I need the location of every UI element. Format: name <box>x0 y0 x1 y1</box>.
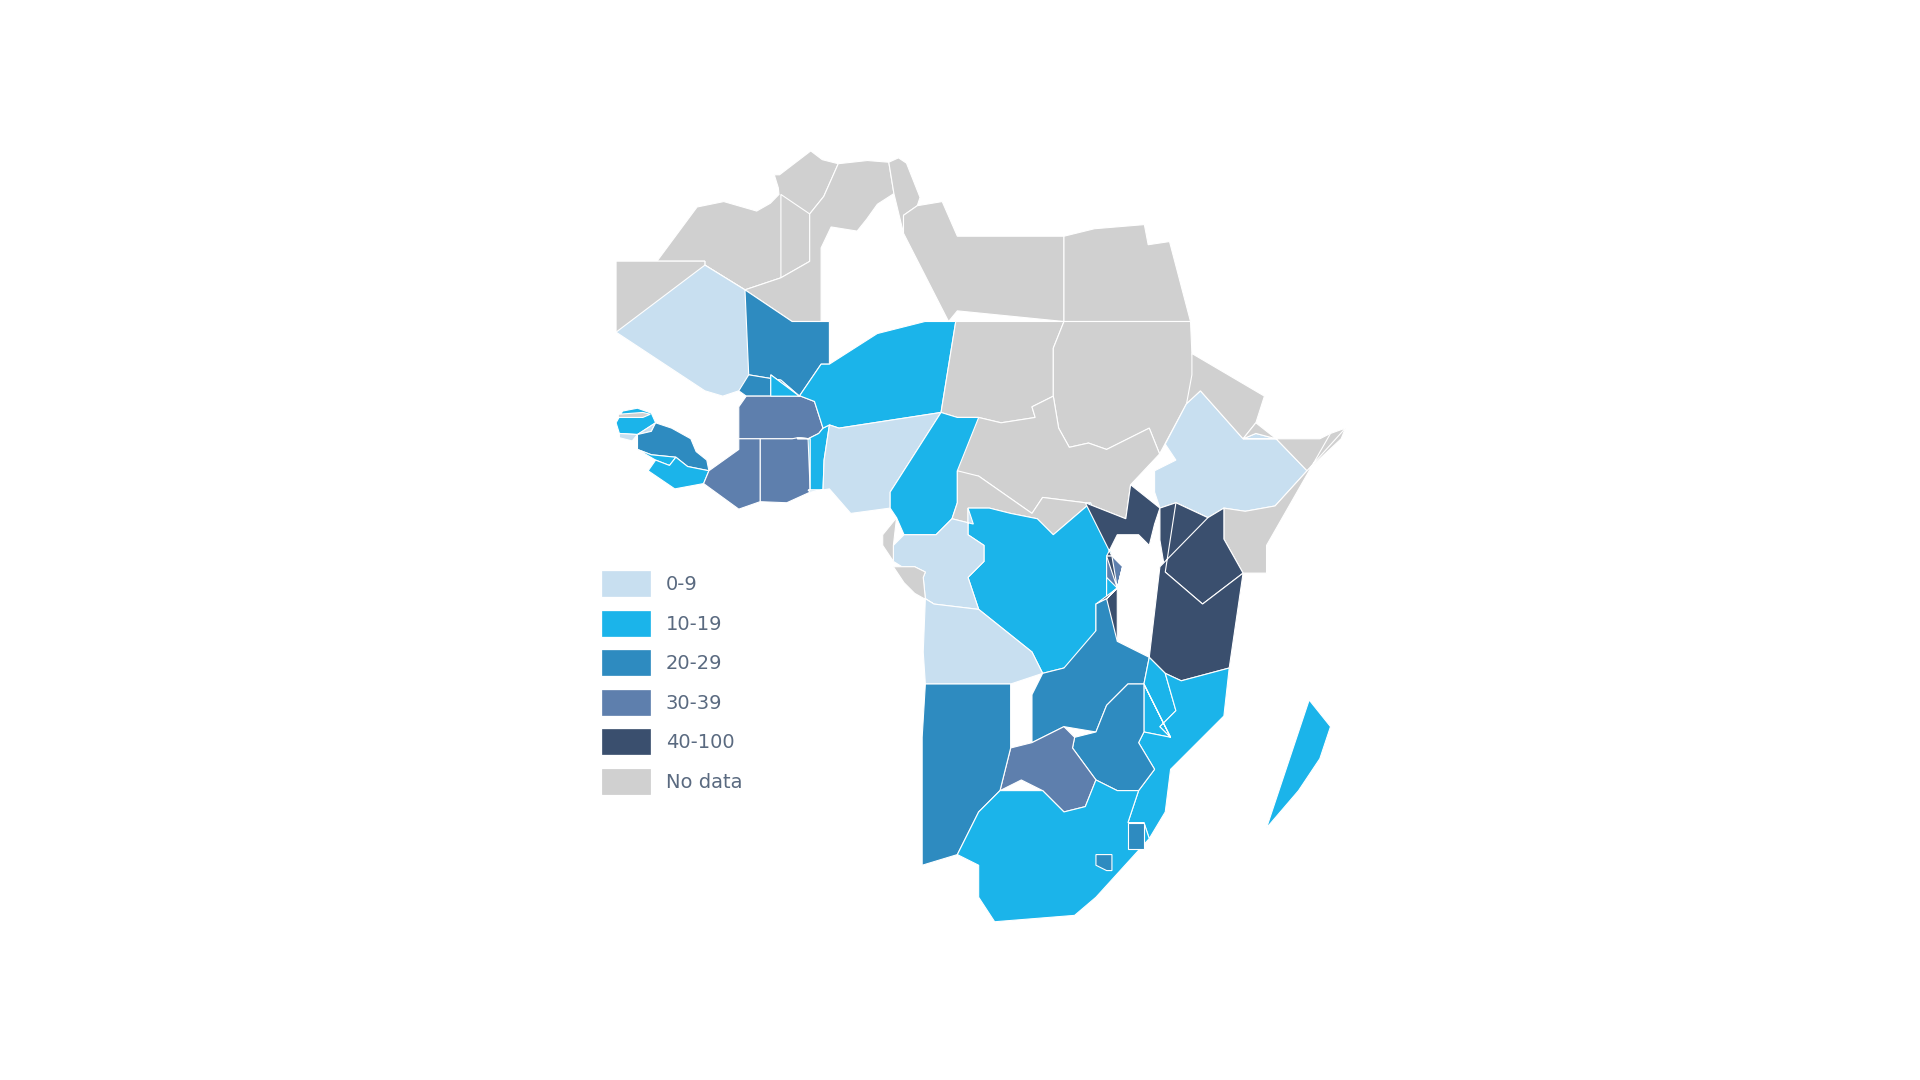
Polygon shape <box>797 437 810 492</box>
Polygon shape <box>703 438 760 509</box>
Polygon shape <box>889 158 920 233</box>
Polygon shape <box>1160 503 1242 604</box>
Polygon shape <box>1096 503 1242 680</box>
Polygon shape <box>618 413 651 418</box>
Polygon shape <box>941 322 1064 422</box>
Polygon shape <box>1096 854 1112 870</box>
Polygon shape <box>1127 669 1229 838</box>
Polygon shape <box>657 151 839 289</box>
Polygon shape <box>739 375 799 396</box>
Polygon shape <box>616 261 781 396</box>
Polygon shape <box>649 457 708 489</box>
Polygon shape <box>637 449 676 465</box>
Polygon shape <box>891 413 979 535</box>
Polygon shape <box>808 413 941 513</box>
Polygon shape <box>922 684 1010 865</box>
Polygon shape <box>745 161 895 396</box>
Polygon shape <box>637 422 708 471</box>
Legend: 0-9, 10-19, 20-29, 30-39, 40-100, No data: 0-9, 10-19, 20-29, 30-39, 40-100, No dat… <box>593 564 751 801</box>
Polygon shape <box>904 202 1064 322</box>
Polygon shape <box>1064 225 1190 322</box>
Polygon shape <box>620 422 655 441</box>
Polygon shape <box>797 424 829 492</box>
Polygon shape <box>770 322 956 428</box>
Polygon shape <box>1054 322 1200 454</box>
Polygon shape <box>616 408 655 434</box>
Polygon shape <box>1267 700 1331 828</box>
Polygon shape <box>739 396 824 438</box>
Polygon shape <box>958 780 1150 921</box>
Polygon shape <box>1127 823 1144 849</box>
Polygon shape <box>781 194 810 278</box>
Polygon shape <box>1144 658 1175 738</box>
Polygon shape <box>1106 556 1123 598</box>
Polygon shape <box>893 508 983 609</box>
Polygon shape <box>1242 422 1277 438</box>
Polygon shape <box>616 265 829 396</box>
Polygon shape <box>968 503 1123 673</box>
Polygon shape <box>745 289 829 396</box>
Polygon shape <box>1000 727 1096 812</box>
Polygon shape <box>1031 598 1150 743</box>
Polygon shape <box>924 598 1043 684</box>
Polygon shape <box>1085 485 1160 598</box>
Polygon shape <box>1187 353 1265 438</box>
Polygon shape <box>1106 578 1117 598</box>
Polygon shape <box>1154 391 1308 517</box>
Polygon shape <box>883 517 897 562</box>
Polygon shape <box>893 567 933 604</box>
Polygon shape <box>760 437 810 503</box>
Polygon shape <box>1223 428 1346 573</box>
Polygon shape <box>1242 428 1346 471</box>
Polygon shape <box>1073 684 1154 791</box>
Polygon shape <box>958 396 1160 518</box>
Polygon shape <box>952 471 1091 535</box>
